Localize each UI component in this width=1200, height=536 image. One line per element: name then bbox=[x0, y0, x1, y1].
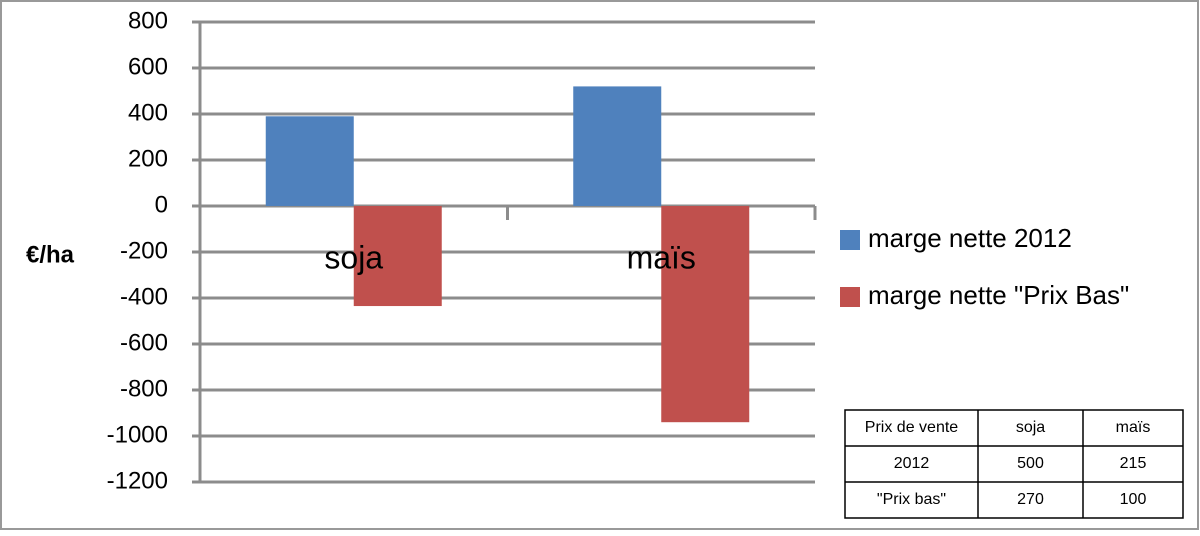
y-tick-label: 800 bbox=[128, 7, 168, 34]
y-tick-label: 200 bbox=[128, 145, 168, 172]
bar bbox=[661, 206, 750, 423]
table-cell: Prix de vente bbox=[865, 419, 958, 436]
table-cell: 270 bbox=[1017, 491, 1044, 508]
legend-swatch bbox=[840, 230, 860, 250]
legend-swatch bbox=[840, 287, 860, 307]
y-tick-label: -600 bbox=[120, 329, 168, 356]
y-tick-label: 600 bbox=[128, 53, 168, 80]
y-tick-label: -800 bbox=[120, 375, 168, 402]
y-tick-label: 400 bbox=[128, 99, 168, 126]
x-tick-label: maïs bbox=[627, 239, 696, 275]
table-frame bbox=[844, 409, 1184, 519]
y-tick-label: -1000 bbox=[107, 421, 168, 448]
table-cell: 100 bbox=[1120, 491, 1147, 508]
table-cell: 215 bbox=[1120, 455, 1147, 472]
y-axis-label: €/ha bbox=[26, 241, 75, 268]
y-tick-label: -200 bbox=[120, 237, 168, 264]
bar bbox=[573, 86, 662, 206]
table-cell: soja bbox=[1016, 419, 1045, 436]
table-cell: maïs bbox=[1116, 419, 1151, 436]
x-tick-label: soja bbox=[324, 239, 383, 275]
y-tick-label: -400 bbox=[120, 283, 168, 310]
table-cell: "Prix bas" bbox=[877, 491, 946, 508]
bar bbox=[353, 206, 442, 307]
table-cell: 2012 bbox=[894, 455, 930, 472]
legend-label: marge nette "Prix Bas" bbox=[868, 280, 1129, 310]
y-tick-label: 0 bbox=[155, 191, 168, 218]
legend-label: marge nette 2012 bbox=[868, 223, 1072, 253]
bar bbox=[265, 116, 354, 206]
table-cell: 500 bbox=[1017, 455, 1044, 472]
y-tick-label: -1200 bbox=[107, 467, 168, 494]
